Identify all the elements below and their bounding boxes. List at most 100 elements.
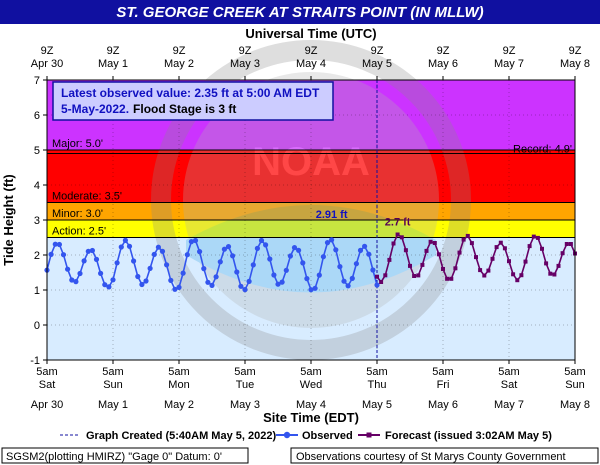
bottom-tick-date: May 4 [296,399,326,411]
forecast-point [391,241,396,246]
info-box-bg [52,81,334,121]
forecast-point [535,235,540,240]
forecast-point [375,274,379,279]
y-tick-label: 0 [34,320,40,332]
forecast-point [544,261,549,266]
top-axis-title: Universal Time (UTC) [245,26,376,41]
series-layer: 2.91 ft 2.7 ft [44,209,577,293]
observed-point [73,279,79,285]
top-tick-time: 9Z [107,45,120,57]
forecast-point [519,273,524,278]
top-tick-time: 9Z [371,45,384,57]
forecast-point [441,267,445,271]
info-line2: 5-May-2022. Flood Stage is 3 ft [61,102,236,116]
bottom-tick-date: May 8 [560,399,590,411]
observed-point [329,237,335,243]
bottom-tick-day: Tue [236,379,255,391]
top-tick-date: May 7 [494,58,524,70]
observed-point [341,278,347,284]
observed-point [126,243,133,249]
bottom-tick-time: 5am [168,366,189,378]
forecast-point [552,272,557,277]
band-label-minor: Minor: 3.0' [52,208,103,220]
forecast-point [507,259,511,264]
forecast-point [515,278,520,283]
bottom-tick-date: May 3 [230,399,260,411]
bottom-tick-time: 5am [432,366,453,378]
forecast-point [494,245,499,250]
forecast-point [498,240,503,245]
observed-point [172,286,178,292]
observed-point [296,247,302,253]
forecast-point [420,262,425,267]
footer-left-box [1,447,249,464]
observed-point [60,252,67,258]
info-line2-flood: Flood Stage is 3 ft [133,102,236,116]
top-tick-date: May 2 [164,58,194,70]
observed-point [345,283,351,289]
bottom-tick-date: May 2 [164,399,194,411]
bottom-tick-time: 5am [102,366,123,378]
top-tick-date: May 6 [428,58,458,70]
bottom-tick-day: Thu [368,379,387,391]
observed-point [333,247,339,253]
forecast-point [469,241,474,246]
observed-point [118,244,124,250]
observed-point [52,241,58,247]
forecast-point [424,248,429,253]
forecast-point [412,274,417,278]
y-axis-title: Tide Height (ft) [1,174,16,265]
bottom-tick-day: Mon [168,379,189,391]
record-label: Record: 4.9' [513,144,572,156]
observed-point [131,258,137,264]
observed-point [242,287,248,293]
top-tick-date: May 8 [560,58,590,70]
observed-point [159,248,166,254]
observed-point [279,279,285,285]
x-axis-title: Site Time (EDT) [263,410,359,425]
top-tick-time: 9Z [437,45,450,57]
observed-point [287,253,293,259]
observed-point [89,247,95,254]
observed-point [197,249,203,255]
forecast-point [379,280,384,284]
observed-point [300,260,306,266]
observed-point [308,287,314,293]
observed-point [93,256,100,262]
forecast-point [436,252,441,257]
y-tick-label: 6 [34,110,40,122]
observed-point [234,269,240,275]
observed-point [291,245,298,251]
forecast-point [478,268,483,273]
band-label-action: Action: 2.5' [52,226,106,238]
band-label-major: Major: 5.0' [52,138,103,150]
bottom-tick-day: Sun [103,379,123,391]
observed-point [213,274,219,280]
top-tick-time: 9Z [239,45,252,57]
legend-forecast-marker [366,432,372,438]
observed-point [337,264,343,270]
forecast-point [395,232,400,237]
top-tick-time: 9Z [305,45,318,57]
info-line1: Latest observed value: 2.35 ft at 5:00 A… [61,86,320,100]
bottom-tick-day: Wed [300,379,322,391]
peak-label-forecast: 2.7 ft [385,217,411,229]
y-tick-label: 4 [34,180,40,192]
bottom-tick-day: Sat [39,379,56,391]
observed-point [201,266,207,272]
observed-point [122,237,128,243]
forecast-point [527,244,532,249]
forecast-point [556,263,561,268]
observed-point [254,245,260,251]
observed-point [312,285,318,291]
forecast-point [564,242,569,246]
observed-point [65,266,71,272]
observed-point [192,237,199,244]
observed-point [135,273,141,280]
forecast-point [383,273,388,278]
top-tick-date: Apr 30 [31,58,63,70]
observed-point [353,261,359,267]
bottom-tick-date: May 6 [428,399,458,411]
